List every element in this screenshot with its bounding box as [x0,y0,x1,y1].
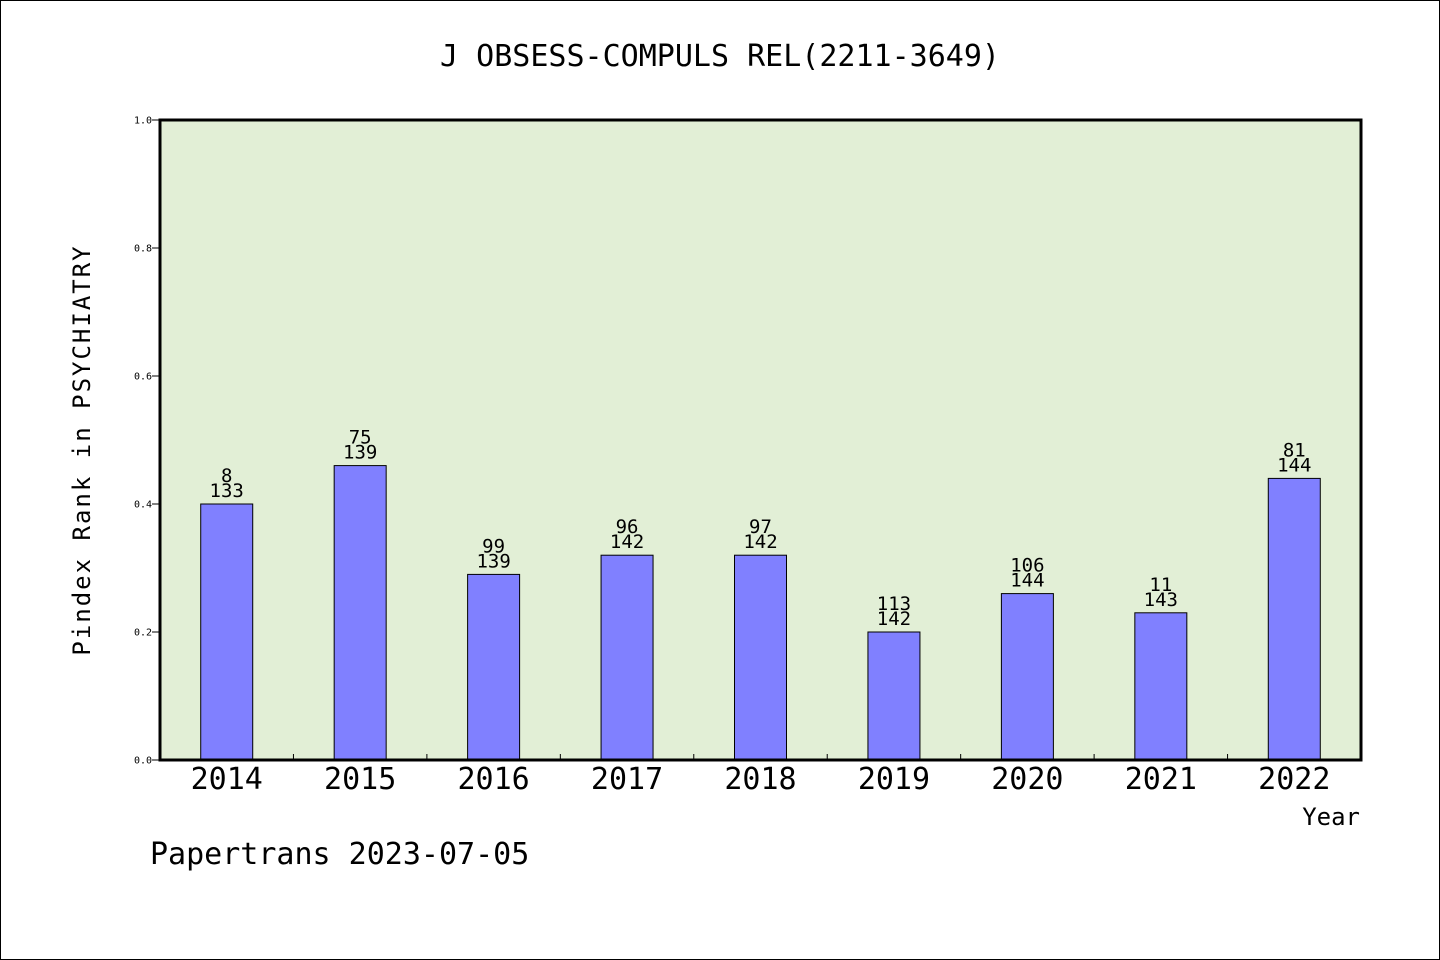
plot-border [158,118,1363,762]
chart-title: J OBSESS-COMPULS REL(2211-3649) [440,39,1000,74]
bar-rank-label: 97 [749,516,772,538]
bar-total-label: 144 [1010,570,1044,592]
bar-rank-label: 106 [1010,555,1044,577]
bar [333,465,387,761]
bar-total-label: 139 [343,442,377,464]
bar-rank-label: 75 [349,427,372,449]
y-tick-label: 1.0 [134,116,152,127]
bar-total-label: 133 [210,480,244,502]
bar [467,573,521,761]
bar-rank-label: 113 [877,593,911,615]
y-axis-title: Pindex Rank in PSYCHIATRY [68,244,96,655]
bar-rank-label: 81 [1283,439,1306,461]
x-tick-label: 2019 [858,762,930,797]
x-tick-label: 2018 [724,762,796,797]
y-axis: 0.0 0.2 0.4 0.6 0.8 1.0 [134,116,160,767]
bar-total-label: 142 [610,531,644,553]
x-tick-label: 2016 [457,762,529,797]
x-tick-label: 2014 [191,762,263,797]
x-tick-label: 2020 [991,762,1063,797]
x-axis-title: Year [1302,803,1360,831]
bar-rank-label: 99 [482,535,505,557]
bar [1000,593,1054,761]
bar-rank-label: 96 [616,516,639,538]
x-tick-label: 2015 [324,762,396,797]
bar-total-label: 144 [1277,454,1311,476]
x-tick-label: 2022 [1258,762,1330,797]
bar-total-label: 142 [877,608,911,630]
y-tick-label: 0.2 [134,628,152,639]
bar [1134,612,1188,761]
bar-total-label: 143 [1144,589,1178,611]
bar [1267,477,1321,761]
y-tick-label: 0.6 [134,372,152,383]
footer-credit: Papertrans 2023-07-05 [150,837,529,872]
bar [200,503,254,761]
bar-total-label: 142 [743,531,777,553]
bar [600,554,654,761]
bar [734,554,787,761]
bar [867,631,921,761]
y-tick-label: 0.4 [134,500,152,511]
y-tick-label: 0.8 [134,244,152,255]
y-tick-label: 0.0 [134,756,152,767]
x-axis: 2014 2015 2016 2017 2018 2019 2020 2021 2022 [191,754,1330,797]
bar-rank-label: 8 [221,465,232,487]
bar-total-label: 139 [476,550,510,572]
x-tick-label: 2017 [591,762,663,797]
x-tick-label: 2021 [1125,762,1197,797]
bar-rank-label: 11 [1149,574,1172,596]
